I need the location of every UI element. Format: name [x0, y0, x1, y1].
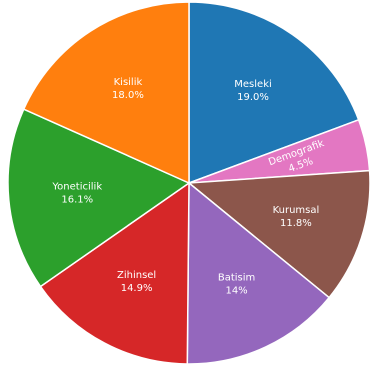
pie-slice-mesleki — [188, 1, 360, 185]
pie-label-mesleki: Mesleki 19.0% — [234, 79, 272, 103]
pie-label-percent: 14% — [225, 286, 247, 297]
pie-slice-kurumsal — [187, 169, 371, 299]
pie-label-name: Kurumsal — [273, 205, 320, 216]
pie-label-kisilik: Kisilik 18.0% — [112, 77, 144, 101]
pie-label-percent: 11.8% — [280, 218, 312, 229]
pie-label-percent: 19.0% — [237, 92, 269, 103]
pie-label-name: Yoneticilik — [51, 182, 102, 193]
pie-label-batisim: Batisim 14% — [218, 273, 255, 297]
pie-slices — [7, 1, 371, 365]
pie-label-percent: 14.9% — [121, 283, 153, 294]
pie-slice-zihinsel — [39, 181, 190, 365]
pie-slice-kisilik — [22, 1, 190, 185]
pie-label-zihinsel: Zihinsel 14.9% — [117, 270, 156, 294]
pie-label-percent: 16.1% — [61, 195, 93, 206]
pie-slice-yoneticilik — [7, 108, 191, 288]
pie-label-kurumsal: Kurumsal 11.8% — [273, 205, 320, 229]
pie-slice-batisim — [186, 181, 331, 365]
pie-label-name: Batisim — [218, 273, 255, 284]
pie-label-name: Kisilik — [114, 77, 143, 88]
pie-label-name: Zihinsel — [117, 270, 156, 281]
pie-label-name: Mesleki — [234, 79, 272, 90]
pie-label-percent: 18.0% — [112, 90, 144, 101]
pie-label-yoneticilik: Yoneticilik 16.1% — [51, 182, 102, 206]
